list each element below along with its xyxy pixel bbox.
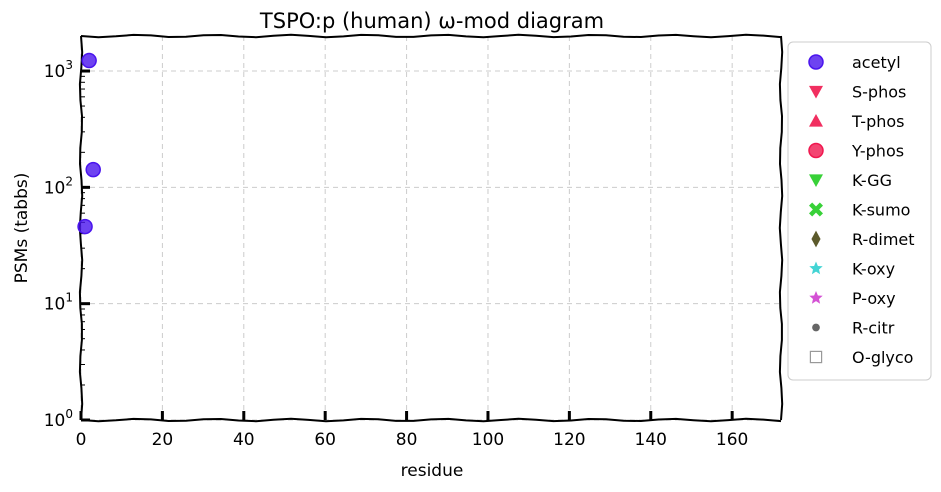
data-point-acetyl bbox=[77, 218, 93, 235]
x-tick-label: 120 bbox=[553, 430, 585, 450]
y-tick-label: 100 bbox=[44, 407, 73, 431]
x-tick-label: 60 bbox=[314, 430, 336, 450]
legend-label: T-phos bbox=[851, 112, 905, 131]
frame-right bbox=[778, 35, 784, 421]
grid-layer bbox=[80, 36, 781, 421]
data-point-acetyl bbox=[85, 161, 101, 178]
x-axis-label: residue bbox=[401, 461, 464, 481]
frame-top bbox=[80, 33, 782, 39]
legend-marker-k-gg bbox=[809, 174, 823, 187]
chart-title: TSPO:p (human) ω-mod diagram bbox=[259, 9, 604, 33]
x-tick-label: 80 bbox=[396, 430, 418, 450]
y-tick-label: 101 bbox=[44, 291, 73, 315]
legend: acetyl S-phos T-phos Y-phos K-GG K-sumo R-dime… bbox=[787, 41, 932, 381]
y-tick-label: 102 bbox=[44, 174, 73, 198]
data-point-acetyl bbox=[81, 52, 97, 69]
legend-label: K-oxy bbox=[852, 260, 895, 279]
legend-label: R-dimet bbox=[852, 230, 915, 249]
legend-marker-y-phos bbox=[808, 142, 824, 159]
legend-marker-r-dimet bbox=[811, 230, 821, 248]
legend-label: K-GG bbox=[852, 171, 892, 190]
legend-box bbox=[787, 41, 932, 381]
ticks-layer: 0 20 40 60 80 100 120 140 160 100 101 102 103 bbox=[44, 58, 749, 450]
x-tick-label: 160 bbox=[716, 430, 748, 450]
x-tick-label: 140 bbox=[635, 430, 667, 450]
x-tick-label: 20 bbox=[152, 430, 174, 450]
legend-label: P-oxy bbox=[852, 289, 896, 308]
legend-items: acetyl S-phos T-phos Y-phos K-GG K-sumo R-dime… bbox=[808, 53, 915, 367]
data-points bbox=[77, 52, 101, 235]
legend-label: K-sumo bbox=[852, 201, 910, 220]
legend-marker-k-oxy bbox=[809, 261, 823, 275]
legend-marker-p-oxy bbox=[809, 291, 823, 304]
legend-marker-r-citr bbox=[812, 323, 820, 332]
legend-marker-o-glyco bbox=[809, 350, 823, 364]
legend-marker-s-phos bbox=[809, 85, 823, 99]
x-tick-label: 40 bbox=[233, 430, 255, 450]
legend-label: S-phos bbox=[852, 83, 906, 102]
legend-label: R-citr bbox=[852, 319, 895, 338]
legend-marker-k-sumo bbox=[809, 202, 823, 217]
x-tick-label: 0 bbox=[76, 430, 87, 450]
y-tick-label: 103 bbox=[44, 58, 73, 82]
legend-label: Y-phos bbox=[851, 142, 904, 161]
legend-label: O-glyco bbox=[852, 348, 913, 367]
x-tick-label: 100 bbox=[472, 430, 504, 450]
frame-bottom bbox=[80, 417, 782, 423]
plot-frame bbox=[78, 33, 784, 423]
y-axis-label: PSMs (tabbs) bbox=[12, 173, 32, 284]
legend-marker-t-phos bbox=[809, 114, 823, 127]
legend-label: acetyl bbox=[852, 53, 901, 72]
legend-marker-acetyl bbox=[808, 54, 824, 70]
